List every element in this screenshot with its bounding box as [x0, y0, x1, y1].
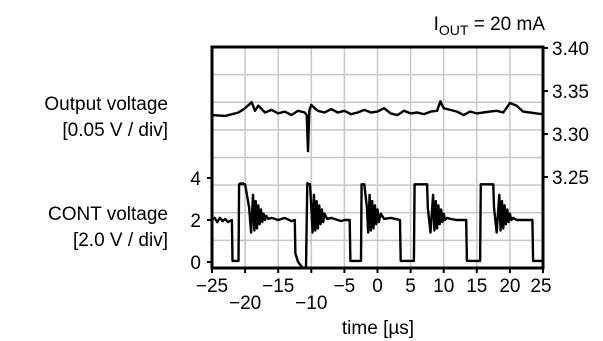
x-axis-label: time [µs] [342, 318, 414, 339]
x-tick-label: 10 [433, 276, 454, 297]
grid [212, 47, 543, 268]
left-tick-label: 4 [190, 169, 201, 190]
left-tick-label: 0 [190, 253, 201, 274]
right-tick-label: 3.30 [552, 125, 589, 146]
output-channel-name: Output voltage [44, 94, 168, 115]
right-tick-label: 3.40 [552, 39, 589, 60]
cont-voltage-trace [210, 182, 545, 270]
x-tick-label: 25 [530, 276, 551, 297]
iout-annotation: IOUT = 20 mA [434, 14, 546, 38]
cont-channel-scale: [2.0 V / div] [73, 230, 168, 251]
x-tick-label: 20 [499, 276, 520, 297]
x-tick-label: −10 [295, 293, 327, 314]
output-channel-scale: [0.05 V / div] [62, 120, 168, 141]
x-tick-label: 15 [466, 276, 487, 297]
x-tick-label: −20 [229, 293, 261, 314]
x-tick-label: −15 [262, 276, 294, 297]
axis-ticks: −25−20−15−10 −5 0 5 10 15 20 25 0 2 4 3.25 3.30 3.35 3… [190, 39, 589, 314]
right-tick-label: 3.35 [552, 82, 589, 103]
traces [210, 100, 545, 270]
x-tick-label: 0 [372, 276, 383, 297]
output-voltage-trace [210, 100, 545, 153]
x-tick-label: 5 [405, 276, 416, 297]
x-tick-label: −5 [334, 276, 356, 297]
cont-channel-name: CONT voltage [48, 204, 168, 225]
x-tick-label: −25 [196, 276, 228, 297]
right-tick-label: 3.25 [552, 168, 589, 189]
left-tick-label: 2 [190, 211, 201, 232]
